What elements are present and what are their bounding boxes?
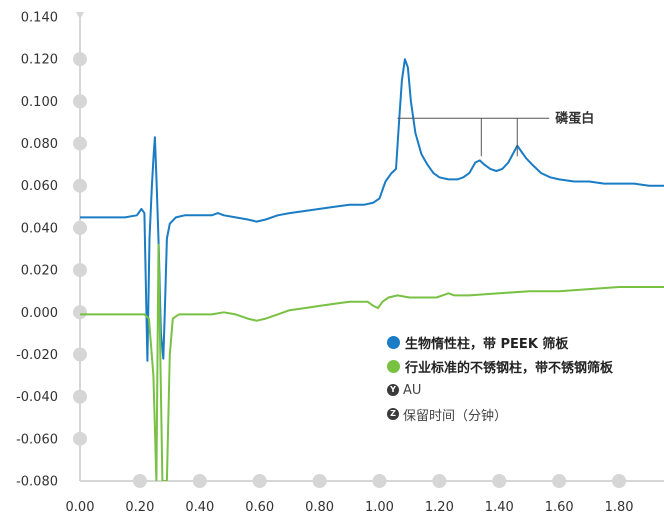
annotation-label: 磷蛋白	[555, 111, 594, 127]
y-tick-label: -0.080	[16, 475, 58, 490]
y-tick-label: -0.060	[16, 432, 58, 447]
legend-swatch-stainless	[387, 359, 400, 373]
x-tick-marker	[372, 474, 387, 488]
x-tick-marker	[312, 474, 327, 488]
series-line-stainless	[80, 243, 664, 481]
y-tick-label: 0.040	[21, 221, 58, 236]
x-tick-label: 0.00	[66, 500, 95, 515]
y-tick-marker	[73, 347, 87, 362]
x-tick-label: 1.00	[365, 500, 394, 515]
y-tick-marker	[73, 136, 87, 151]
y-tick-marker	[73, 389, 87, 404]
x-tick-marker	[492, 474, 507, 488]
y-axis-ticks: -0.080 -0.060 -0.040 -0.020 0.000 0.020 0.040 0…	[16, 11, 87, 490]
x-tick-label: 1.80	[605, 500, 634, 515]
legend-label-y-axis: AU	[403, 382, 422, 398]
y-axis-arrow-icon	[76, 12, 84, 19]
x-tick-marker	[132, 474, 147, 488]
x-tick-label: 1.20	[425, 500, 454, 515]
y-tick-marker	[73, 94, 87, 109]
y-tick-marker	[73, 52, 87, 67]
y-tick-label: 0.020	[21, 264, 58, 279]
y-tick-label: 0.000	[21, 306, 58, 321]
y-tick-label: 0.100	[21, 95, 58, 110]
z-badge-icon: Z	[387, 408, 399, 420]
y-tick-marker	[73, 220, 87, 235]
y-tick-label: 0.120	[21, 53, 58, 68]
legend-label-stainless: 行业标准的不锈钢柱，带不锈钢筛板	[405, 360, 614, 376]
x-tick-label: 0.80	[305, 500, 334, 515]
series-line-bioinert	[80, 58, 664, 362]
x-tick-label: 1.60	[545, 500, 574, 515]
series-layer	[80, 58, 664, 481]
x-tick-label: 0.20	[125, 500, 154, 515]
y-tick-label: 0.080	[21, 137, 58, 152]
legend-label-x-axis: 保留时间（分钟）	[403, 408, 508, 424]
chart-legend: 生物惰性柱，带 PEEK 筛板 行业标准的不锈钢柱，带不锈钢筛板 Y AU Z …	[387, 330, 613, 426]
legend-item-y-axis: Y AU	[387, 378, 613, 402]
x-axis-ticks: 0.00 0.20 0.40 0.60 0.80 1.00 1.20 1.40 1.60 1.80	[66, 474, 634, 515]
y-badge-icon: Y	[387, 384, 399, 396]
y-tick-label: 0.060	[21, 179, 58, 194]
x-tick-marker	[192, 474, 207, 488]
y-tick-marker	[73, 305, 87, 320]
x-tick-label: 0.60	[245, 500, 274, 515]
annotation-layer: 磷蛋白	[397, 111, 594, 157]
legend-label-bioinert: 生物惰性柱，带 PEEK 筛板	[405, 336, 569, 352]
x-tick-marker	[252, 474, 267, 488]
x-tick-marker	[612, 474, 627, 488]
x-tick-label: 1.40	[485, 500, 514, 515]
legend-item-x-axis: Z 保留时间（分钟）	[387, 402, 613, 426]
x-tick-marker	[552, 474, 567, 488]
legend-item-bioinert: 生物惰性柱，带 PEEK 筛板	[387, 330, 613, 354]
x-tick-marker	[432, 474, 447, 488]
legend-swatch-bioinert	[387, 335, 400, 349]
y-tick-label: 0.140	[21, 11, 58, 26]
y-tick-marker	[73, 178, 87, 193]
y-tick-label: -0.020	[16, 348, 58, 363]
y-tick-marker	[73, 431, 87, 446]
x-tick-label: 0.40	[185, 500, 214, 515]
legend-item-stainless: 行业标准的不锈钢柱，带不锈钢筛板	[387, 354, 613, 378]
y-tick-label: -0.040	[16, 390, 58, 405]
y-tick-marker	[73, 263, 87, 278]
